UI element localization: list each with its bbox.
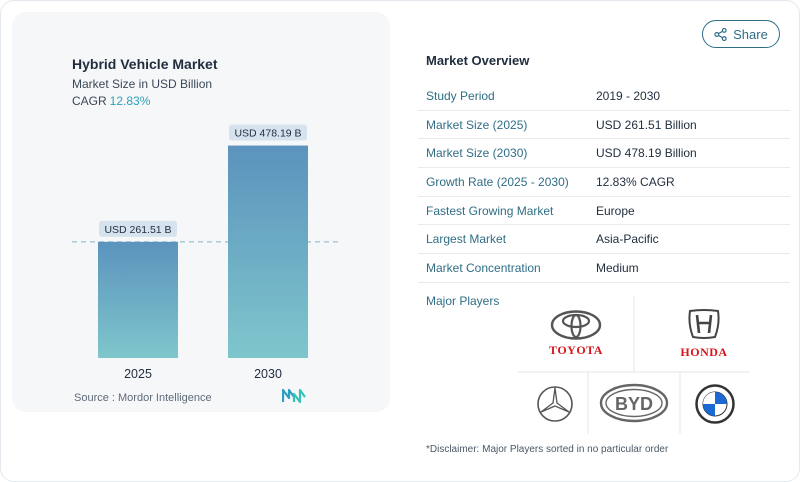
overview-row: Market Concentration Medium [418, 254, 790, 283]
overview-row: Market Size (2025) USD 261.51 Billion [418, 111, 790, 140]
overview-row-key: Growth Rate (2025 - 2030) [426, 174, 569, 189]
chart-card: USD 261.51 B 2025 USD 478.19 B 2030 Hybrid … [12, 12, 390, 412]
share-label: Share [733, 26, 768, 42]
data-label-bg [229, 124, 307, 141]
overview-row-value: 2019 - 2030 [596, 88, 661, 103]
logo-grid-lines [518, 296, 750, 434]
mercedes-star-icon [537, 386, 573, 422]
bar-2030 [228, 145, 308, 358]
honda-logo: HONDA [658, 304, 750, 364]
honda-wordmark: HONDA [680, 345, 728, 359]
bmw-roundel-icon [695, 384, 735, 424]
data-label: USD 261.51 B [104, 224, 171, 236]
overview-title: Market Overview [426, 53, 530, 68]
overview-row-key: Market Concentration [426, 260, 541, 275]
chart-title: Hybrid Vehicle Market [72, 56, 218, 72]
overview-row-value: USD 478.19 Billion [596, 146, 697, 161]
overview-row-key: Largest Market [426, 232, 507, 247]
overview-row-value: 12.83% CAGR [596, 174, 675, 189]
cagr-label: CAGR [72, 94, 107, 108]
disclaimer-text: *Disclaimer: Major Players sorted in no … [426, 444, 669, 455]
overview-row-key: Market Size (2030) [426, 146, 528, 161]
toyota-wordmark: TOYOTA [549, 343, 603, 357]
data-label: USD 478.19 B [234, 128, 301, 140]
share-icon [714, 27, 727, 41]
bar-chart: USD 261.51 B 2025 USD 478.19 B 2030 [72, 124, 338, 381]
cagr-line: CAGR 12.83% [72, 94, 150, 108]
overview-row: Growth Rate (2025 - 2030) 12.83% CAGR [418, 168, 790, 197]
overview-table: Study Period 2019 - 2030 Market Size (2025… [418, 82, 790, 283]
overview-row: Fastest Growing Market Europe [418, 197, 790, 226]
major-players-logos: TOYOTA HONDA BYD [518, 296, 750, 434]
byd-emblem-icon: BYD [599, 383, 669, 423]
mercedes-benz-logo [530, 380, 580, 428]
overview-row: Market Size (2030) USD 478.19 Billion [418, 139, 790, 169]
byd-wordmark: BYD [615, 394, 653, 414]
category-label: 2030 [254, 367, 282, 381]
overview-row-key: Fastest Growing Market [426, 203, 554, 218]
overview-row-value: Europe [596, 203, 635, 218]
cagr-value: 12.83% [109, 94, 151, 108]
chart-subtitle: Market Size in USD Billion [72, 77, 213, 91]
source-text: Source : Mordor Intelligence [74, 392, 212, 404]
major-players-label: Major Players [426, 294, 500, 308]
data-label-bg [99, 220, 177, 237]
overview-row-value: Medium [596, 260, 639, 275]
overview-row: Study Period 2019 - 2030 [418, 82, 790, 111]
bar-2025 [98, 241, 178, 358]
overview-row-value: Asia-Pacific [596, 232, 659, 247]
overview-row-value: USD 261.51 Billion [596, 117, 697, 132]
honda-emblem-icon [688, 309, 720, 339]
category-label: 2025 [124, 367, 152, 381]
overview-row: Largest Market Asia-Pacific [418, 225, 790, 255]
overview-row-key: Market Size (2025) [426, 117, 528, 132]
toyota-emblem-icon [550, 310, 602, 340]
bmw-logo [690, 380, 740, 428]
toyota-logo: TOYOTA [518, 304, 634, 364]
mordor-intelligence-logo [282, 389, 306, 403]
share-button[interactable]: Share [702, 20, 780, 48]
byd-logo: BYD [592, 374, 676, 432]
overview-row-key: Study Period [426, 88, 495, 103]
